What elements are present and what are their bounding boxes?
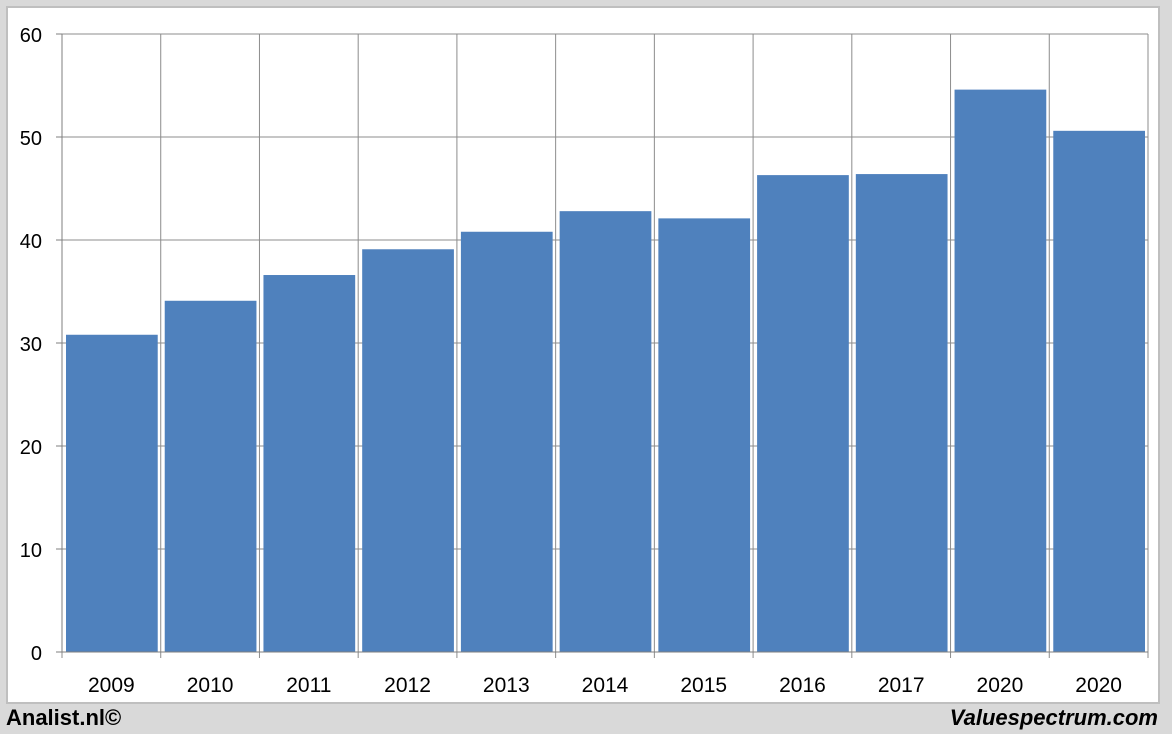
y-tick-label: 20 [20,437,42,459]
y-tick-label: 60 [20,25,42,47]
y-tick-label: 40 [20,231,42,253]
x-tick-label: 2014 [582,674,629,697]
footer-source-right: Valuespectrum.com [949,705,1158,730]
bar [263,275,356,652]
x-tick-label: 2011 [286,674,331,697]
x-tick-label: 2009 [88,674,135,697]
x-tick-label: 2013 [483,674,530,697]
x-tick-label: 2012 [384,674,431,697]
axes [56,33,1148,653]
footer-source-left: Analist.nl© [6,705,122,730]
bar [855,174,948,652]
bar [460,231,553,652]
x-tick-labels: 2009 2010 2011 2012 2013 2014 2015 2016 2017 2020… [88,674,1122,697]
x-tick-label: 2020 [1075,674,1122,697]
bar [164,300,257,652]
y-tick-label: 30 [20,334,42,356]
x-tick-label: 2015 [680,674,727,697]
bars [66,89,1145,653]
y-tick-labels: 0 10 20 30 40 50 60 [20,25,42,665]
bar [362,249,454,652]
y-tick-label: 10 [20,540,42,562]
y-tick-label: 0 [31,643,42,665]
bar [1053,130,1145,652]
bar [658,218,751,652]
bar [954,89,1047,653]
x-tick-label: 2017 [878,674,925,697]
x-tick-label: 2020 [977,674,1024,697]
bar [66,334,158,652]
bar [559,211,652,652]
x-tick-label: 2010 [187,674,234,697]
y-tick-label: 50 [20,128,42,150]
x-tick-label: 2016 [779,674,826,697]
bar [757,175,849,653]
